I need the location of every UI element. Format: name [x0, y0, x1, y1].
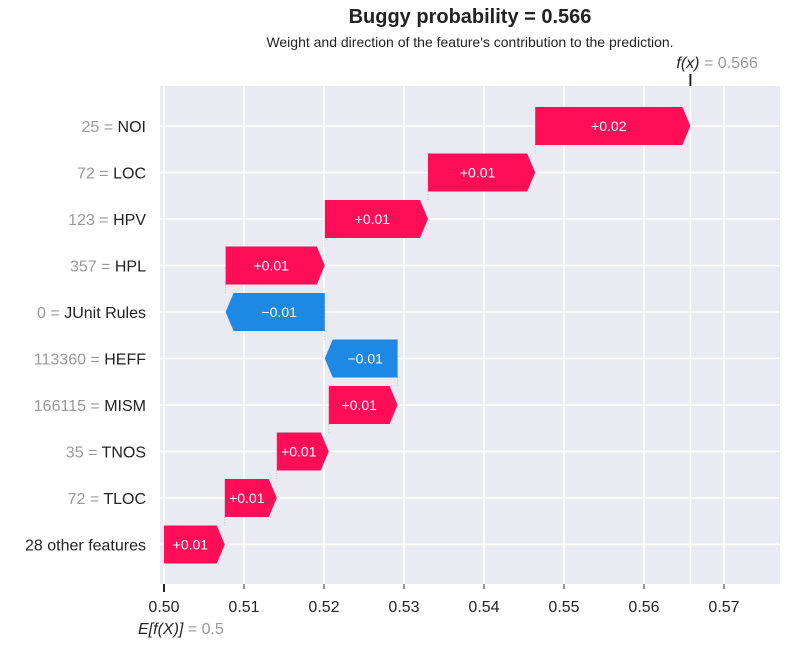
feature-name: HPV	[113, 212, 146, 229]
feature-value: 123 =	[68, 212, 113, 229]
bar-value-label: +0.01	[281, 444, 317, 460]
contribution-bar	[324, 339, 398, 378]
feature-label: 28 other features	[25, 538, 146, 555]
bar-value-label: +0.01	[173, 537, 209, 553]
feature-name: LOC	[113, 166, 146, 183]
x-tick-label: 0.53	[388, 599, 419, 616]
feature-name: HPL	[115, 259, 146, 276]
feature-name: TNOS	[102, 445, 146, 462]
bar-value-label: −0.01	[261, 304, 297, 320]
feature-value: 35 =	[66, 445, 102, 462]
feature-value: 25 =	[82, 119, 118, 136]
chart-subtitle: Weight and direction of the feature's co…	[266, 34, 674, 50]
bar-value-label: +0.01	[253, 258, 289, 274]
bar-value-label: +0.01	[355, 211, 391, 227]
bar-value-label: +0.01	[229, 490, 265, 506]
bar-value-label: +0.01	[341, 397, 377, 413]
contribution-bar	[428, 153, 536, 192]
feature-value: 72 =	[77, 166, 113, 183]
x-tick-label: 0.57	[708, 599, 739, 616]
bar-value-label: +0.02	[591, 118, 627, 134]
prediction-label: f(x) = 0.566	[676, 55, 757, 72]
feature-value: 72 =	[68, 491, 104, 508]
contribution-bar	[225, 293, 325, 331]
x-tick-label: 0.52	[308, 599, 339, 616]
feature-name: HEFF	[104, 352, 146, 369]
contribution-bar	[328, 386, 398, 424]
feature-value: 113360 =	[34, 352, 104, 369]
base-value-label: E[f(X)] = 0.5	[138, 621, 224, 638]
feature-name: JUnit Rules	[64, 305, 146, 322]
bar-value-label: +0.01	[460, 165, 496, 181]
contribution-bar	[324, 200, 428, 238]
feature-value: 166115 =	[34, 398, 104, 415]
contribution-bar	[224, 479, 277, 517]
contribution-bar	[225, 246, 325, 285]
prediction-name: f(x)	[676, 55, 704, 72]
feature-value: 0 =	[37, 305, 64, 322]
x-tick-label: 0.51	[228, 599, 259, 616]
feature-label: 72 = TLOC	[68, 491, 146, 508]
feature-name: MISM	[104, 398, 146, 415]
base-value-name: E[f(X)]	[138, 621, 188, 638]
feature-label: 123 = HPV	[68, 212, 146, 229]
feature-label: 35 = TNOS	[66, 445, 146, 462]
bar-value-label: −0.01	[347, 351, 383, 367]
base-value-number: = 0.5	[188, 621, 224, 638]
feature-value: 357 =	[70, 259, 115, 276]
feature-label: 72 = LOC	[77, 166, 146, 183]
feature-name: 28 other features	[25, 538, 146, 555]
feature-label: 0 = JUnit Rules	[37, 305, 146, 322]
feature-label: 113360 = HEFF	[34, 352, 146, 369]
feature-name: TLOC	[103, 491, 146, 508]
feature-name: NOI	[118, 119, 146, 136]
prediction-number: = 0.566	[704, 55, 758, 72]
chart-title: Buggy probability = 0.566	[348, 6, 592, 28]
feature-label: 25 = NOI	[82, 119, 146, 136]
x-tick-label: 0.50	[148, 599, 179, 616]
x-tick-label: 0.56	[628, 599, 659, 616]
contribution-bar	[276, 432, 329, 471]
feature-label: 166115 = MISM	[34, 398, 146, 415]
contribution-bar	[164, 525, 225, 564]
x-tick-label: 0.55	[548, 599, 579, 616]
x-tick-label: 0.54	[468, 599, 499, 616]
contribution-bar	[535, 107, 691, 145]
feature-label: 357 = HPL	[70, 259, 146, 276]
